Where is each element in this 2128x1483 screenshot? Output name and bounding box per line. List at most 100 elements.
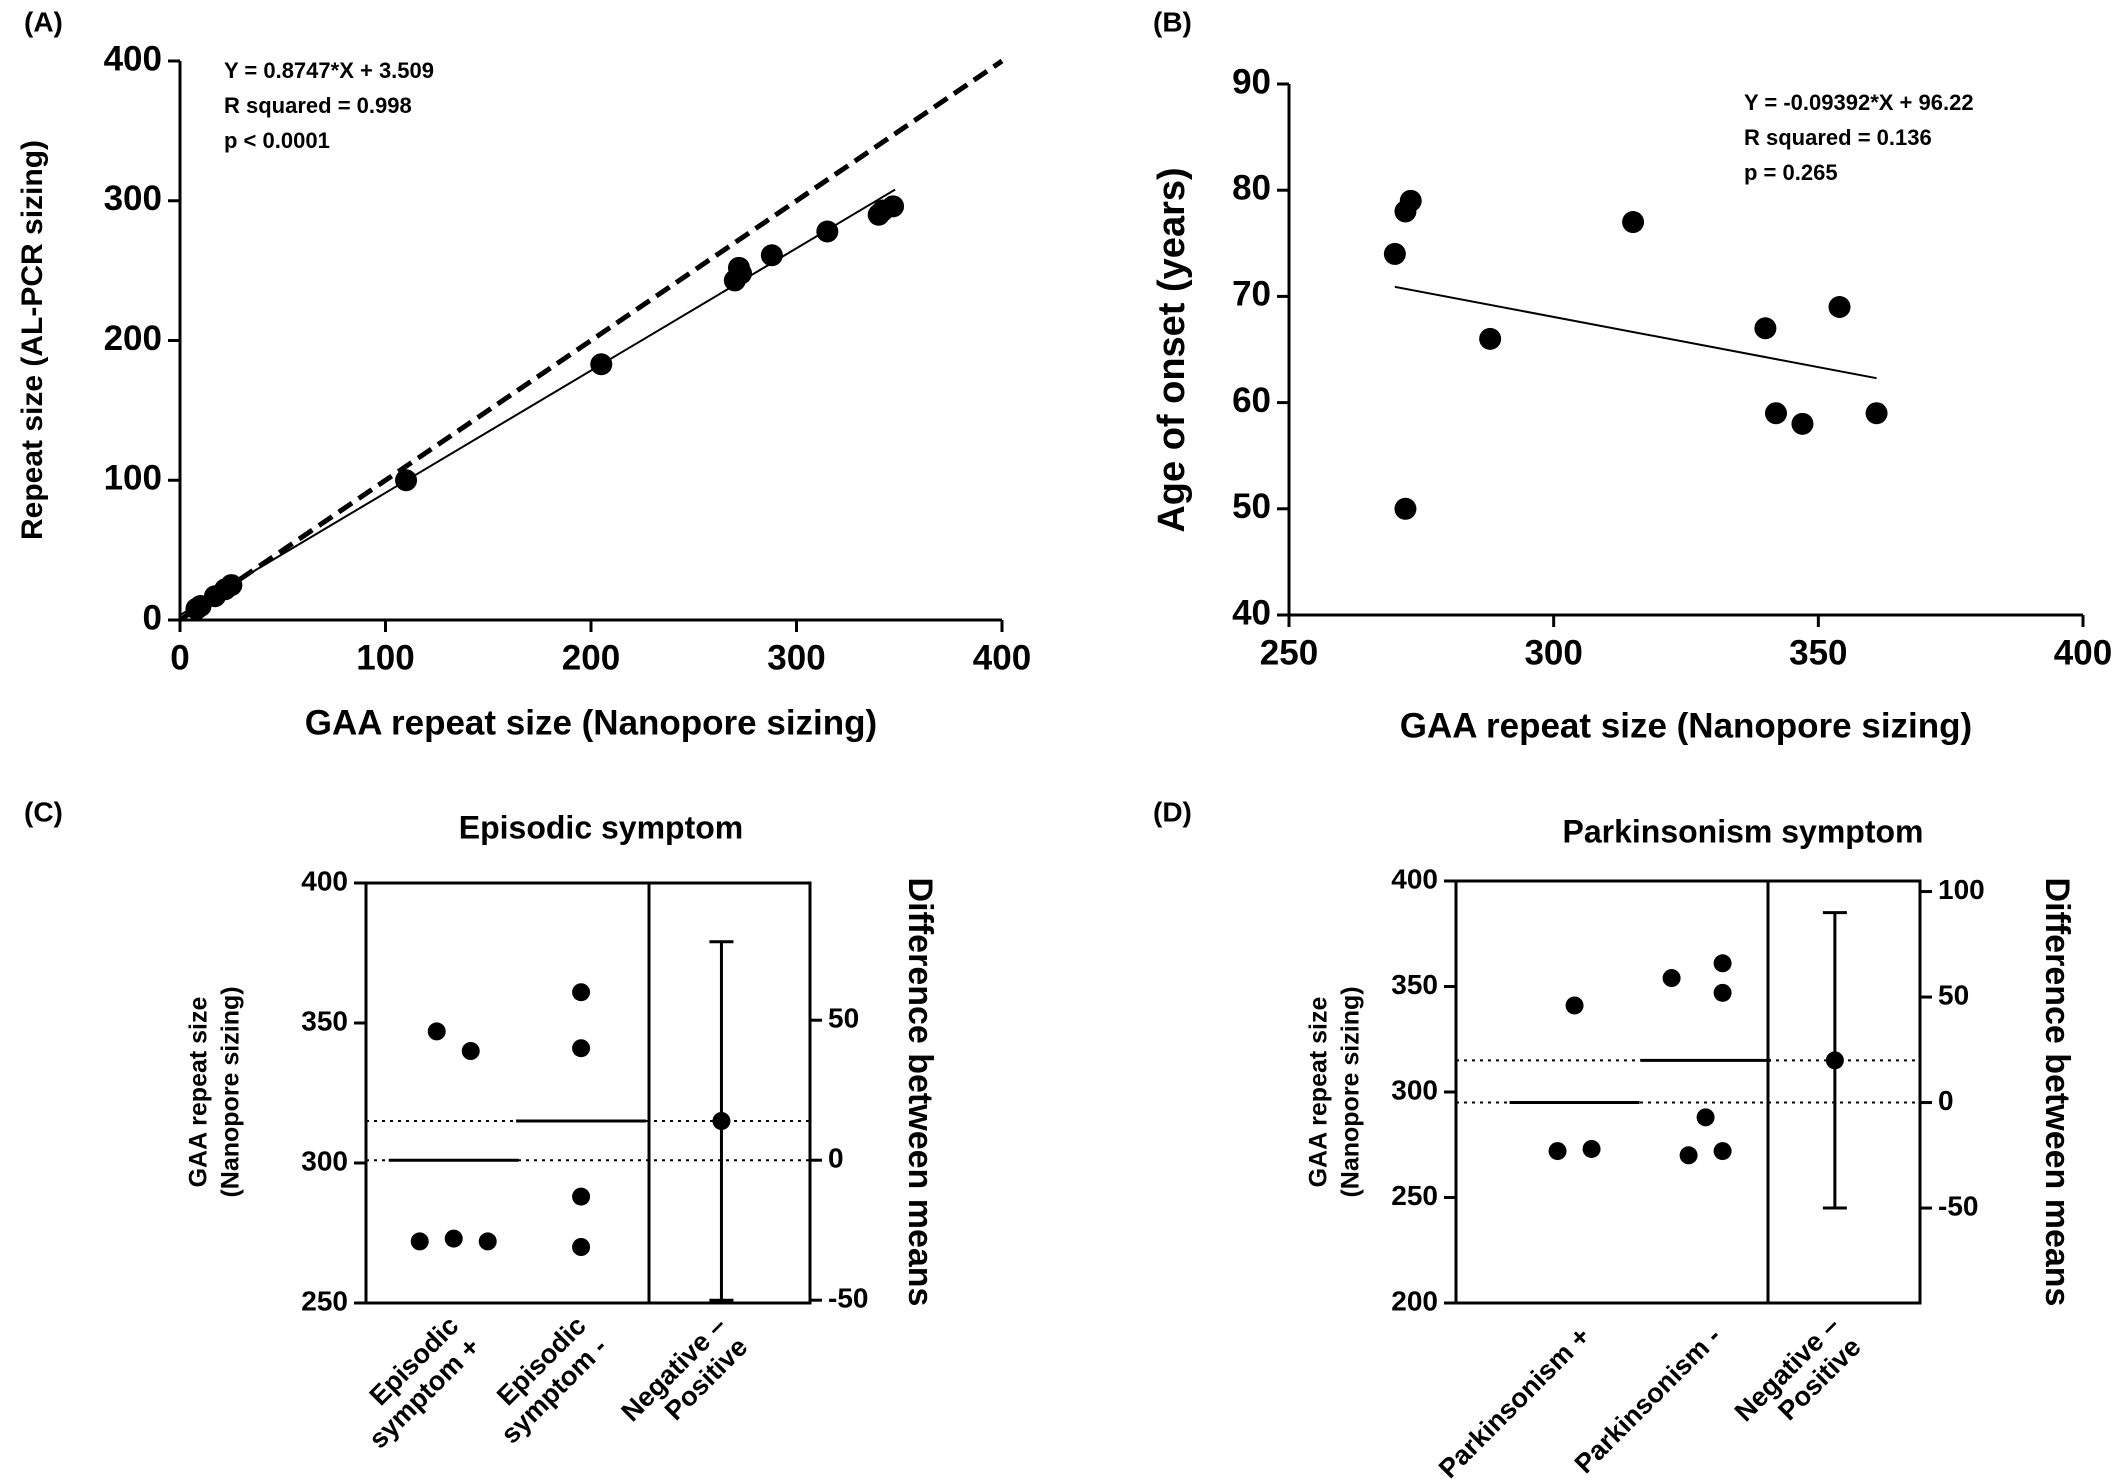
point — [1622, 211, 1645, 234]
point — [1479, 327, 1502, 350]
annotation: R squared = 0.136 — [1744, 125, 1932, 150]
point — [427, 1022, 446, 1041]
point — [395, 469, 418, 492]
y-tick-label: 300 — [1391, 1074, 1438, 1105]
y-tick-label: 60 — [1232, 381, 1271, 420]
point — [760, 244, 783, 267]
point — [572, 1238, 591, 1256]
difference-point — [1825, 1051, 1844, 1070]
panel-label: (C) — [24, 796, 63, 827]
point — [572, 1187, 591, 1206]
x-tick-label: 300 — [1524, 633, 1582, 672]
point — [1399, 189, 1422, 212]
point — [730, 262, 753, 285]
point — [1754, 317, 1777, 340]
plot-frame — [1454, 879, 1922, 1305]
y-tick-label: 400 — [1391, 863, 1438, 894]
y-axis-label: GAA repeat size — [1305, 997, 1333, 1188]
point — [1679, 1146, 1698, 1165]
x-tick-label: 350 — [1789, 633, 1847, 672]
point — [444, 1229, 463, 1248]
annotation: Y = -0.09392*X + 96.22 — [1744, 90, 1974, 115]
point — [1394, 497, 1417, 520]
annotation: Y = 0.8747*X + 3.509 — [224, 58, 434, 83]
x-tick-label: 0 — [170, 638, 189, 677]
fit-line — [1394, 285, 1877, 380]
y-tick-label: 90 — [1232, 62, 1271, 101]
point — [882, 195, 905, 218]
x-tick-label: 100 — [356, 638, 414, 677]
point — [572, 983, 591, 1002]
x-tick-label: 200 — [562, 638, 620, 677]
point — [410, 1232, 429, 1251]
y2-tick-label: 50 — [1938, 979, 1969, 1010]
y-axis-label: (Nanopore sizing) — [217, 986, 245, 1197]
fit-line — [179, 188, 896, 616]
y-tick-label: 200 — [1391, 1285, 1438, 1316]
point — [1696, 1108, 1715, 1127]
point — [1713, 1142, 1732, 1161]
y-tick-label: 0 — [143, 598, 162, 637]
y-axis-label: GAA repeat size — [185, 997, 213, 1188]
y-tick-label: 250 — [1391, 1180, 1438, 1211]
y-tick-label: 70 — [1232, 275, 1271, 314]
chart-title: Episodic symptom — [459, 809, 744, 845]
y2-tick-label: 100 — [1938, 874, 1985, 905]
x-tick-label: 400 — [973, 638, 1031, 677]
annotation: p = 0.265 — [1744, 160, 1838, 185]
x-axis-label: GAA repeat size (Nanopore sizing) — [1400, 706, 1972, 745]
x-tick-label: 250 — [1260, 633, 1318, 672]
y-tick-label: 100 — [104, 459, 162, 498]
y-tick-label: 300 — [301, 1145, 348, 1176]
point — [1662, 969, 1681, 988]
y-axis-label: Age of onset (years) — [1151, 167, 1193, 532]
point — [1713, 983, 1732, 1002]
x-tick-label: 300 — [767, 638, 825, 677]
point — [1791, 412, 1814, 435]
y2-tick-label: 0 — [828, 1143, 844, 1174]
point — [1383, 242, 1406, 265]
y-tick-label: 200 — [104, 319, 162, 358]
y2-axis-label: Difference between means — [2038, 878, 2076, 1307]
y-tick-label: 350 — [1391, 969, 1438, 1000]
y-axis-label: Repeat size (AL-PCR sizing) — [16, 140, 49, 540]
y-tick-label: 350 — [301, 1005, 348, 1036]
plot-frame — [364, 881, 812, 1305]
panel-label: (A) — [24, 6, 63, 37]
annotation: p < 0.0001 — [224, 128, 330, 153]
identity-line — [178, 58, 1004, 623]
y2-tick-label: 0 — [1938, 1085, 1954, 1116]
y-tick-label: 400 — [104, 39, 162, 78]
y2-tick-label: -50 — [828, 1283, 868, 1314]
point — [1548, 1142, 1567, 1161]
annotation: R squared = 0.998 — [224, 93, 412, 118]
point — [461, 1042, 480, 1060]
y2-axis-label: Difference between means — [901, 878, 939, 1307]
point — [1865, 402, 1888, 425]
point — [220, 574, 243, 597]
y-tick-label: 250 — [301, 1285, 348, 1316]
difference-point — [712, 1112, 731, 1130]
chart-title: Parkinsonism symptom — [1563, 813, 1924, 849]
panel-label: (B) — [1153, 6, 1192, 37]
point — [572, 1039, 591, 1058]
y-tick-label: 40 — [1232, 593, 1271, 632]
y-axis-label: (Nanopore sizing) — [1337, 986, 1365, 1197]
point — [478, 1232, 497, 1251]
point — [816, 220, 839, 243]
point — [1565, 996, 1584, 1015]
point — [1582, 1139, 1601, 1158]
point — [1764, 402, 1787, 425]
y-tick-label: 300 — [104, 179, 162, 218]
y2-tick-label: -50 — [1938, 1190, 1978, 1221]
panel-label: (D) — [1153, 796, 1192, 827]
y2-tick-label: 50 — [828, 1003, 859, 1034]
y-tick-label: 50 — [1232, 487, 1271, 526]
x-axis-label: GAA repeat size (Nanopore sizing) — [305, 703, 877, 742]
point — [1828, 296, 1851, 319]
y-tick-label: 400 — [301, 865, 348, 896]
x-tick-label: 400 — [2054, 633, 2112, 672]
y-tick-label: 80 — [1232, 168, 1271, 207]
point — [1713, 954, 1732, 973]
